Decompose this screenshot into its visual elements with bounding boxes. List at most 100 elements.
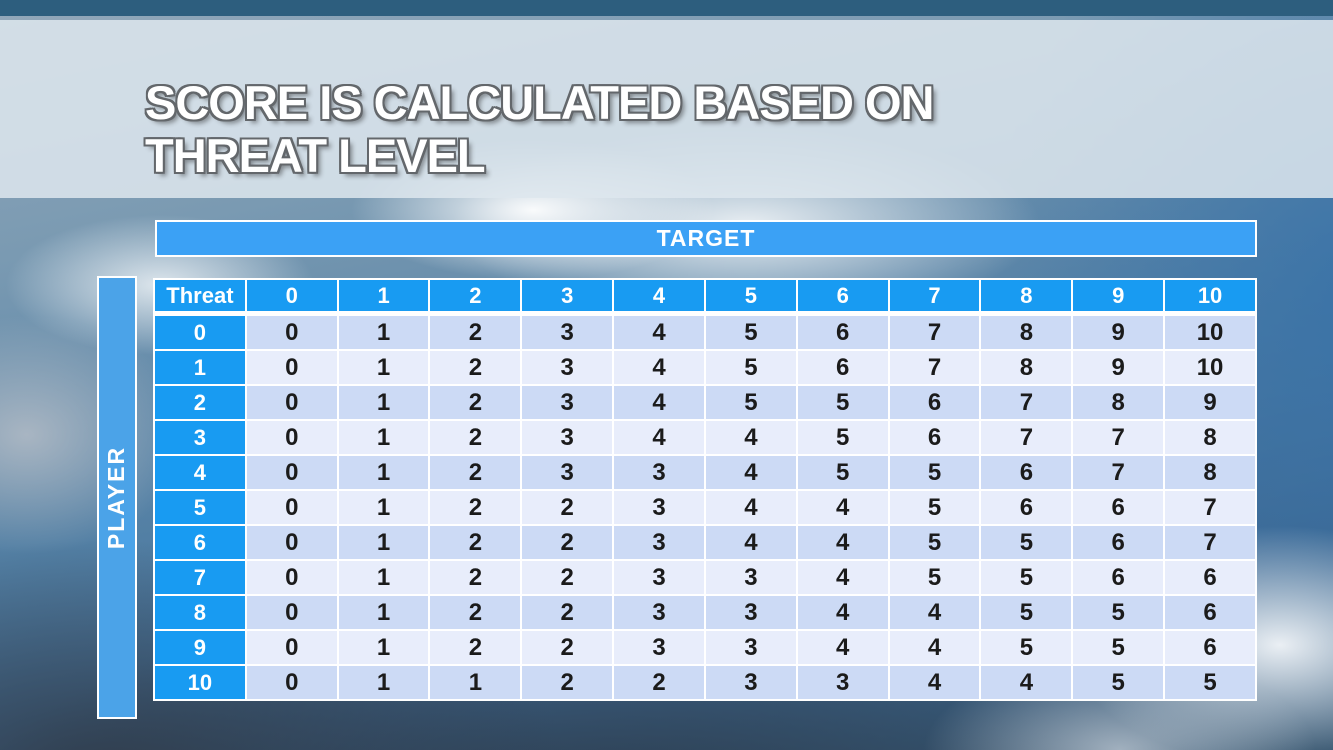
score-cell-r4-c6: 5 [795, 454, 890, 491]
score-cell-r5-c0: 0 [244, 489, 339, 526]
row-header-5: 5 [153, 489, 247, 526]
score-cell-r7-c3: 2 [520, 559, 615, 596]
score-cell-r8-c9: 5 [1071, 594, 1166, 631]
col-header-6: 6 [795, 278, 890, 316]
score-cell-r10-c6: 3 [795, 664, 890, 701]
score-cell-r10-c1: 1 [336, 664, 431, 701]
score-cell-r5-c4: 3 [612, 489, 706, 526]
col-header-7: 7 [887, 278, 982, 316]
score-cell-r10-c4: 2 [612, 664, 706, 701]
score-cell-r3-c4: 4 [612, 419, 706, 456]
score-cell-r8-c4: 3 [612, 594, 706, 631]
col-header-9: 9 [1071, 278, 1166, 316]
score-cell-r1-c7: 7 [887, 349, 982, 386]
score-cell-r0-c5: 5 [703, 312, 798, 351]
score-cell-r7-c2: 2 [428, 559, 523, 596]
score-cell-r7-c7: 5 [887, 559, 982, 596]
score-cell-r1-c9: 9 [1071, 349, 1166, 386]
col-header-10: 10 [1163, 278, 1257, 316]
score-cell-r4-c7: 5 [887, 454, 982, 491]
score-cell-r9-c8: 5 [979, 629, 1074, 666]
score-cell-r8-c6: 4 [795, 594, 890, 631]
score-cell-r7-c9: 6 [1071, 559, 1166, 596]
score-cell-r7-c5: 3 [703, 559, 798, 596]
score-cell-r9-c6: 4 [795, 629, 890, 666]
score-cell-r9-c3: 2 [520, 629, 615, 666]
score-cell-r10-c7: 4 [887, 664, 982, 701]
score-cell-r3-c6: 5 [795, 419, 890, 456]
score-cell-r8-c0: 0 [244, 594, 339, 631]
score-cell-r0-c7: 7 [887, 312, 982, 351]
score-cell-r6-c8: 5 [979, 524, 1074, 561]
score-cell-r3-c2: 2 [428, 419, 523, 456]
score-cell-r3-c7: 6 [887, 419, 982, 456]
score-cell-r5-c6: 4 [795, 489, 890, 526]
row-header-9: 9 [153, 629, 247, 666]
score-cell-r9-c9: 5 [1071, 629, 1166, 666]
player-axis-label: PLAYER [97, 276, 137, 719]
score-cell-r2-c7: 6 [887, 384, 982, 421]
score-cell-r6-c10: 7 [1163, 524, 1257, 561]
score-cell-r0-c10: 10 [1163, 312, 1257, 351]
score-cell-r6-c1: 1 [336, 524, 431, 561]
score-cell-r0-c3: 3 [520, 312, 615, 351]
score-cell-r2-c2: 2 [428, 384, 523, 421]
score-row-1: 1 0 1 2 3 4 5 6 7 8 9 10 [153, 349, 1257, 386]
score-cell-r0-c1: 1 [336, 312, 431, 351]
score-cell-r3-c0: 0 [244, 419, 339, 456]
score-cell-r3-c9: 7 [1071, 419, 1166, 456]
col-header-3: 3 [520, 278, 615, 316]
score-cell-r10-c0: 0 [244, 664, 339, 701]
score-cell-r4-c1: 1 [336, 454, 431, 491]
top-accent-bar [0, 0, 1333, 16]
score-cell-r10-c3: 2 [520, 664, 615, 701]
score-cell-r4-c5: 4 [703, 454, 798, 491]
score-cell-r6-c2: 2 [428, 524, 523, 561]
score-cell-r6-c3: 2 [520, 524, 615, 561]
score-cell-r0-c9: 9 [1071, 312, 1166, 351]
score-cell-r2-c0: 0 [244, 384, 339, 421]
score-cell-r5-c1: 1 [336, 489, 431, 526]
score-cell-r10-c2: 1 [428, 664, 523, 701]
score-cell-r0-c0: 0 [244, 312, 339, 351]
score-cell-r8-c7: 4 [887, 594, 982, 631]
score-cell-r2-c1: 1 [336, 384, 431, 421]
score-cell-r8-c2: 2 [428, 594, 523, 631]
score-cell-r7-c1: 1 [336, 559, 431, 596]
score-cell-r1-c3: 3 [520, 349, 615, 386]
score-cell-r9-c7: 4 [887, 629, 982, 666]
target-axis-label: TARGET [155, 220, 1257, 257]
score-cell-r0-c8: 8 [979, 312, 1074, 351]
row-header-4: 4 [153, 454, 247, 491]
slide-title: SCORE IS CALCULATED BASED ON THREAT LEVEL [145, 76, 934, 182]
score-cell-r6-c5: 4 [703, 524, 798, 561]
score-cell-r8-c5: 3 [703, 594, 798, 631]
row-header-8: 8 [153, 594, 247, 631]
score-cell-r5-c5: 4 [703, 489, 798, 526]
score-cell-r9-c2: 2 [428, 629, 523, 666]
target-axis-label-text: TARGET [656, 225, 756, 251]
score-cell-r4-c3: 3 [520, 454, 615, 491]
score-cell-r2-c3: 3 [520, 384, 615, 421]
score-cell-r4-c0: 0 [244, 454, 339, 491]
score-row-0: 0 0 1 2 3 4 5 6 7 8 9 10 [153, 312, 1257, 351]
score-cell-r7-c6: 4 [795, 559, 890, 596]
col-header-8: 8 [979, 278, 1074, 316]
col-header-4: 4 [612, 278, 706, 316]
score-cell-r6-c4: 3 [612, 524, 706, 561]
score-cell-r1-c10: 10 [1163, 349, 1257, 386]
score-cell-r7-c8: 5 [979, 559, 1074, 596]
score-cell-r1-c4: 4 [612, 349, 706, 386]
title-band: SCORE IS CALCULATED BASED ON THREAT LEVEL [0, 20, 1333, 198]
row-header-10: 10 [153, 664, 247, 701]
score-cell-r3-c8: 7 [979, 419, 1074, 456]
score-cell-r2-c8: 7 [979, 384, 1074, 421]
score-cell-r1-c5: 5 [703, 349, 798, 386]
score-cell-r4-c9: 7 [1071, 454, 1166, 491]
corner-header-threat: Threat [153, 278, 247, 316]
